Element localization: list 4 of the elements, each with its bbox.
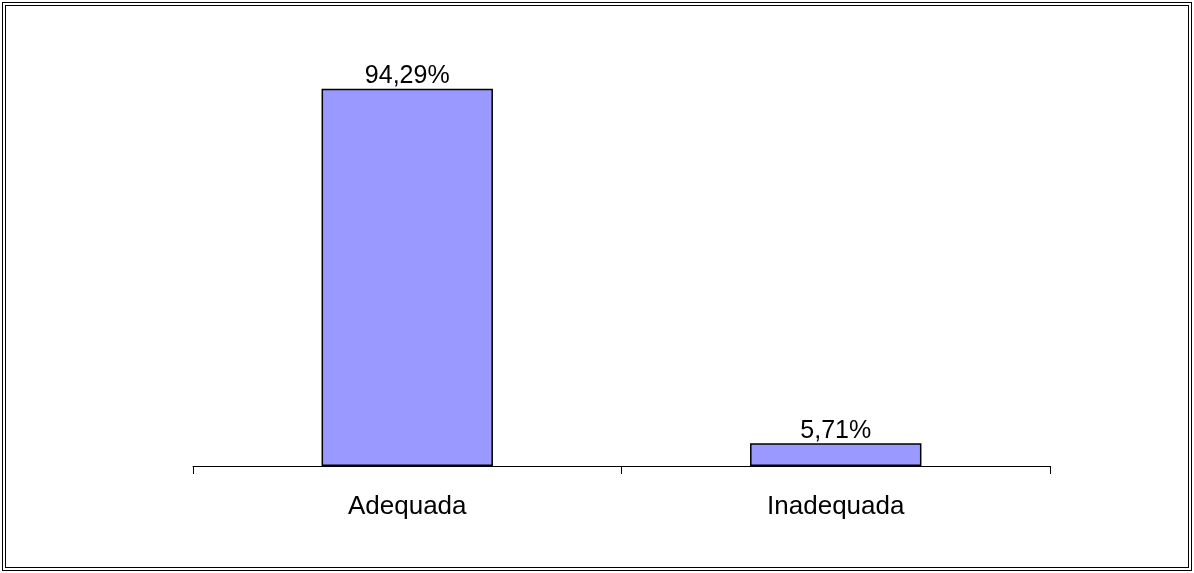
data-label: 5,71% xyxy=(800,414,872,443)
x-tick-label: Inadequada xyxy=(767,490,905,520)
x-tick-label: Adequada xyxy=(347,490,468,520)
data-label: 94,29% xyxy=(364,60,450,89)
